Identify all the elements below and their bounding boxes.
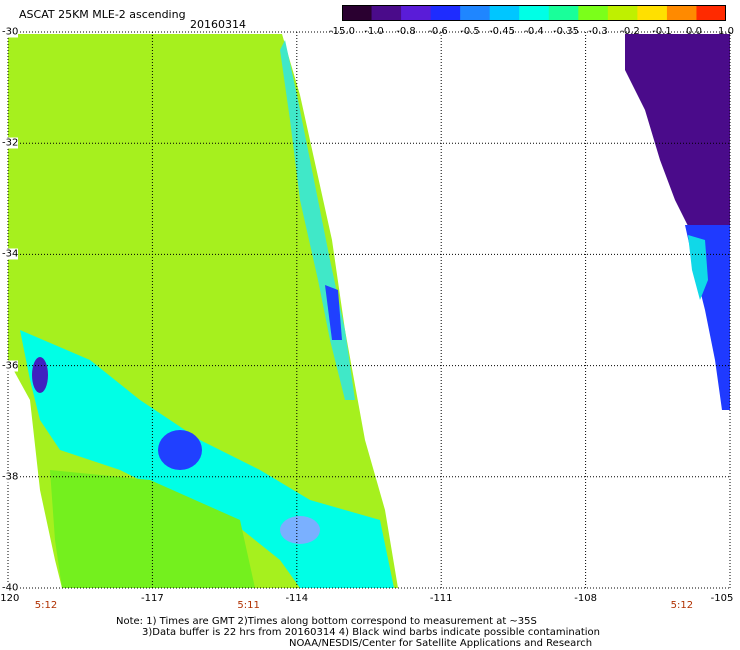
pass-time-label: 5:11 (237, 600, 260, 611)
left-swath-purple-spot (32, 357, 48, 393)
longitude-label: -117 (141, 593, 164, 604)
latitude-label: -34 (2, 248, 19, 260)
colorbar-swatch (519, 5, 550, 21)
note-line-2: 3)Data buffer is 22 hrs from 20160314 4)… (142, 627, 600, 638)
colorbar-swatch (401, 5, 432, 21)
left-swath-light-blue-spot (280, 516, 320, 544)
colorbar-swatch (666, 5, 697, 21)
right-swath-cyan (688, 235, 708, 300)
colorbar (342, 5, 726, 21)
longitude-label: -108 (574, 593, 597, 604)
colorbar-tick-label: -0.8 (396, 26, 416, 37)
colorbar-swatch (548, 5, 579, 21)
longitude-label: -120 (0, 593, 20, 604)
note-line-1: Note: 1) Times are GMT 2)Times along bot… (116, 616, 537, 627)
colorbar-swatch (342, 5, 373, 21)
longitude-label: -111 (429, 593, 453, 604)
latitude-label: -38 (2, 471, 19, 483)
map-grid (7, 31, 731, 589)
colorbar-swatch (371, 5, 402, 21)
colorbar-tick-label: -0.3 (588, 26, 608, 37)
colorbar-swatch (578, 5, 609, 21)
colorbar-swatch (607, 5, 638, 21)
latitude-label: -32 (2, 137, 19, 149)
map-title: ASCAT 25KM MLE-2 ascending (19, 8, 186, 21)
colorbar-swatch (489, 5, 520, 21)
latitude-label: -40 (2, 582, 19, 594)
colorbar-swatch (696, 5, 726, 21)
longitude-label: -114 (285, 593, 309, 604)
pass-time-label: 5:12 (670, 600, 694, 611)
colorbar-border (342, 5, 726, 21)
note-line-3: NOAA/NESDIS/Center for Satellite Applica… (289, 638, 593, 649)
left-swath-green-patch (50, 470, 255, 588)
left-swath-blue-core (158, 430, 202, 470)
longitude-label: -105 (710, 593, 734, 604)
colorbar-swatch (460, 5, 491, 21)
latitude-label: -30 (2, 26, 19, 38)
pass-time-label: 5:12 (34, 600, 58, 611)
colorbar-tick-label: -0.45 (489, 26, 515, 37)
left-swath-edge-blue (325, 285, 342, 340)
map-date: 20160314 (190, 18, 246, 31)
latitude-label: -36 (2, 360, 19, 372)
colorbar-tick-label: 0.0 (686, 26, 702, 37)
colorbar-swatch (637, 5, 668, 21)
colorbar-swatch (430, 5, 461, 21)
